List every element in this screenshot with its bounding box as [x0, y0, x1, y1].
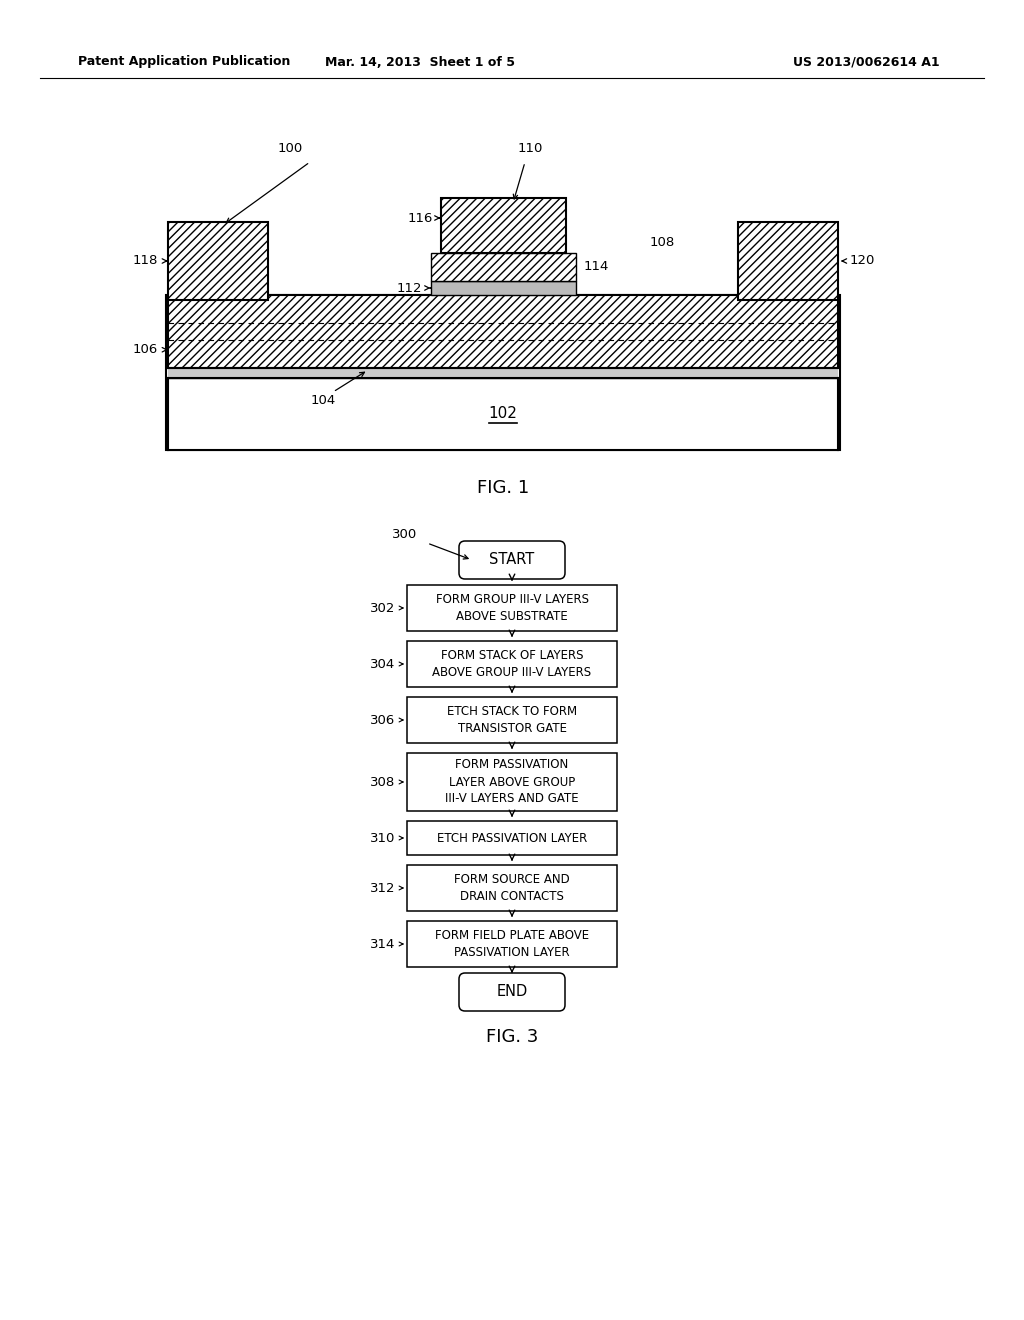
Text: Mar. 14, 2013  Sheet 1 of 5: Mar. 14, 2013 Sheet 1 of 5 — [325, 55, 515, 69]
Text: 312: 312 — [370, 882, 395, 895]
Text: FIG. 1: FIG. 1 — [477, 479, 529, 498]
Text: FORM FIELD PLATE ABOVE
PASSIVATION LAYER: FORM FIELD PLATE ABOVE PASSIVATION LAYER — [435, 929, 589, 960]
Bar — [407, 821, 617, 855]
Bar — [168, 294, 838, 368]
Bar — [166, 294, 840, 450]
Bar — [168, 368, 838, 378]
Text: 304: 304 — [370, 657, 395, 671]
Text: 114: 114 — [584, 260, 609, 273]
Text: ETCH STACK TO FORM
TRANSISTOR GATE: ETCH STACK TO FORM TRANSISTOR GATE — [446, 705, 578, 735]
Bar — [168, 222, 268, 300]
Bar — [430, 253, 575, 281]
Text: 308: 308 — [370, 776, 395, 788]
Bar — [407, 697, 617, 743]
Text: 314: 314 — [370, 937, 395, 950]
Text: 300: 300 — [392, 528, 417, 541]
Text: 104: 104 — [310, 393, 336, 407]
Bar — [407, 585, 617, 631]
Text: 112: 112 — [397, 281, 423, 294]
Text: 310: 310 — [370, 832, 395, 845]
Text: ETCH PASSIVATION LAYER: ETCH PASSIVATION LAYER — [437, 832, 587, 845]
Text: 118: 118 — [133, 255, 158, 268]
Text: 306: 306 — [370, 714, 395, 726]
Bar — [440, 198, 565, 253]
Text: 120: 120 — [850, 255, 876, 268]
Bar — [407, 752, 617, 810]
Bar — [407, 642, 617, 686]
Bar — [407, 921, 617, 968]
Text: FORM PASSIVATION
LAYER ABOVE GROUP
III-V LAYERS AND GATE: FORM PASSIVATION LAYER ABOVE GROUP III-V… — [445, 759, 579, 805]
Text: START: START — [489, 553, 535, 568]
Text: 302: 302 — [370, 602, 395, 615]
Text: FIG. 3: FIG. 3 — [485, 1028, 539, 1045]
Text: Patent Application Publication: Patent Application Publication — [78, 55, 291, 69]
Text: 110: 110 — [517, 141, 543, 154]
FancyBboxPatch shape — [459, 541, 565, 579]
Text: 108: 108 — [649, 235, 675, 248]
Bar — [738, 222, 838, 300]
Text: 106: 106 — [133, 343, 158, 356]
Text: US 2013/0062614 A1: US 2013/0062614 A1 — [794, 55, 940, 69]
Text: FORM SOURCE AND
DRAIN CONTACTS: FORM SOURCE AND DRAIN CONTACTS — [454, 873, 570, 903]
Bar — [430, 281, 575, 294]
Text: FORM GROUP III-V LAYERS
ABOVE SUBSTRATE: FORM GROUP III-V LAYERS ABOVE SUBSTRATE — [435, 593, 589, 623]
Bar — [168, 380, 838, 450]
Bar — [407, 865, 617, 911]
Text: 102: 102 — [488, 407, 517, 421]
FancyBboxPatch shape — [459, 973, 565, 1011]
Text: 116: 116 — [408, 211, 432, 224]
Text: END: END — [497, 985, 527, 999]
Text: 100: 100 — [278, 141, 303, 154]
Text: FORM STACK OF LAYERS
ABOVE GROUP III-V LAYERS: FORM STACK OF LAYERS ABOVE GROUP III-V L… — [432, 649, 592, 678]
